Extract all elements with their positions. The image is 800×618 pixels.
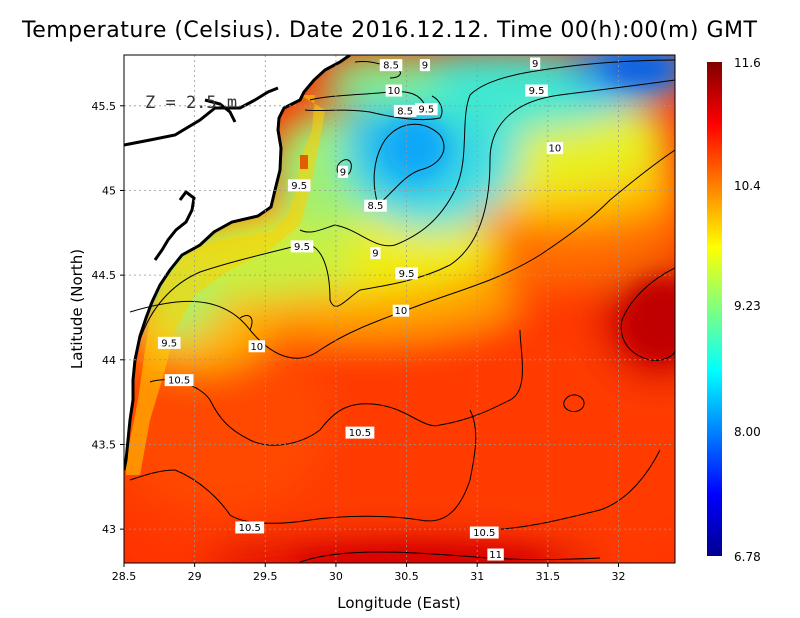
contour-label-bg [235, 521, 265, 534]
map-title: Temperature (Celsius). Date 2016.12.12. … [22, 18, 758, 43]
x-tick-label: 30 [329, 570, 343, 583]
contour-label-bg [393, 104, 417, 117]
y-tick-label: 45 [102, 184, 116, 197]
x-tick-label: 31 [470, 570, 484, 583]
contour-label: 9.5 [399, 269, 415, 280]
colorbar: 11.6 10.4 9.23 8.00 6.78 [707, 56, 761, 564]
contour-label: 9.5 [161, 338, 177, 349]
contour-label-bg [392, 304, 410, 317]
contour-label: 9 [532, 59, 538, 70]
y-axis-title: Latitude (North) [68, 249, 86, 369]
contour-label-bg [248, 340, 266, 353]
x-tick-label: 32 [611, 570, 625, 583]
contour-label: 10.5 [473, 528, 495, 539]
contour-label: 9 [422, 61, 428, 72]
contour-label-bg [385, 84, 403, 97]
contour-label-bg [164, 374, 194, 387]
contour-label-bg [469, 526, 499, 539]
contour-label: 8.5 [383, 61, 399, 72]
coastline [124, 55, 351, 471]
contour-label-bg [337, 165, 349, 178]
colorbar-label: 8.00 [734, 425, 761, 439]
y-tick-label: 45.5 [92, 100, 117, 113]
contour-label: 9 [340, 167, 346, 178]
plot-frame [123, 54, 676, 564]
x-tick-label: 31.5 [536, 570, 561, 583]
contour-label: 10 [250, 342, 263, 353]
y-axis: 43 43.5 44 44.5 45 45.5 [92, 100, 124, 536]
contour-label: 10.5 [349, 428, 371, 439]
contour-label: 9.5 [529, 86, 545, 97]
depth-label: Z = 2.5 m [145, 93, 237, 113]
y-tick-label: 43.5 [92, 438, 117, 451]
contour-label-bg [370, 247, 381, 260]
contour-label-bg [345, 426, 375, 439]
contour-label-bg [415, 103, 438, 116]
contour-label: 9.5 [418, 105, 434, 116]
x-tick-label: 29.5 [253, 570, 278, 583]
contour-label-bg [487, 548, 504, 561]
y-tick-label: 44 [102, 354, 116, 367]
contour-label-bg [525, 84, 548, 97]
land-mask [124, 55, 350, 470]
colorbar-label: 6.78 [734, 550, 761, 564]
contour-label: 9.5 [291, 181, 307, 192]
contour-label-bg [419, 59, 431, 72]
contour-label-bg [290, 240, 314, 253]
x-tick-label: 28.5 [112, 570, 137, 583]
x-axis: 28.5 29 29.5 30 30.5 31 31.5 32 [112, 563, 625, 583]
contour-label: 11 [489, 550, 502, 561]
contour-label: 9.5 [294, 242, 310, 253]
x-axis-title: Longitude (East) [337, 594, 460, 612]
contour-label-bg [546, 142, 564, 155]
y-tick-label: 44.5 [92, 269, 117, 282]
contour-label-bg [530, 57, 541, 70]
contour-label: 10 [549, 144, 562, 155]
contour-label-bg [364, 199, 387, 212]
y-tick-label: 43 [102, 523, 116, 536]
contour-label-bg [395, 267, 418, 280]
contour-labels: 8.5 9 9 10 9.5 8.5 9.5 10 9 9.5 8.5 9.5 9 9.5 10 9.5 10 1… [157, 57, 564, 561]
contour-label: 10 [395, 306, 408, 317]
contour-label-bg [379, 59, 403, 72]
contour-label: 8.5 [397, 106, 413, 117]
colorbar-label: 10.4 [734, 179, 761, 193]
contour-label: 10.5 [239, 523, 261, 534]
contour-label: 10.5 [168, 376, 190, 387]
contour-label-bg [157, 336, 181, 349]
x-tick-label: 30.5 [394, 570, 419, 583]
contour-lines [129, 59, 675, 563]
colorbar-label: 11.6 [734, 56, 761, 70]
contour-label: 10 [387, 86, 400, 97]
x-tick-label: 29 [188, 570, 202, 583]
contour-label: 8.5 [368, 201, 384, 212]
colorbar-ramp [707, 62, 722, 556]
colorbar-label: 9.23 [734, 299, 761, 313]
contour-label-bg [287, 179, 311, 192]
contour-label: 9 [372, 249, 378, 260]
